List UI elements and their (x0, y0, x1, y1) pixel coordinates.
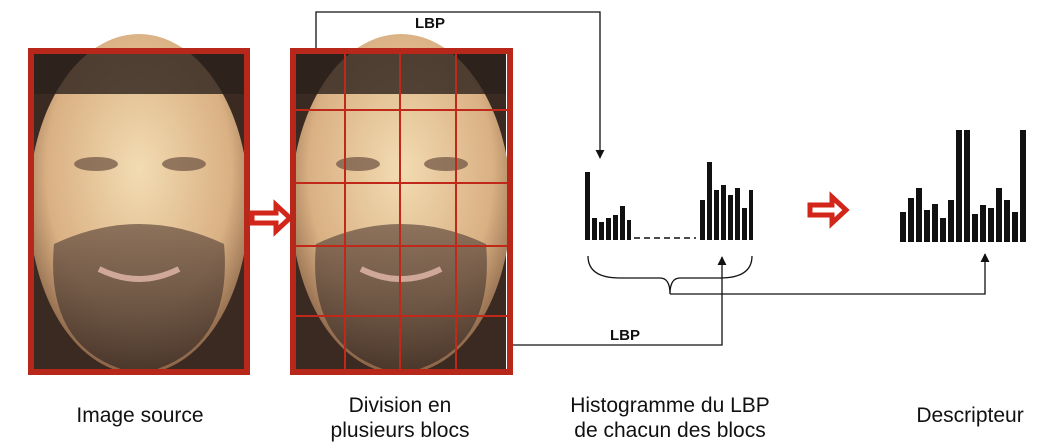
lbp-arrow-bottom (513, 256, 727, 346)
brace (587, 255, 753, 295)
caption: Division en (349, 394, 452, 417)
source-image (29, 34, 249, 374)
lbp-label: LBP (415, 15, 445, 32)
descriptor-arrow (670, 253, 990, 295)
red-arrow (249, 199, 294, 237)
histogram-first (585, 172, 631, 240)
caption: Descripteur (916, 404, 1023, 427)
lbp-arrow-top (315, 11, 605, 159)
block-image (291, 34, 511, 374)
histogram-last (700, 162, 753, 240)
caption: Histogramme du LBP (570, 394, 770, 417)
red-arrow (807, 191, 850, 229)
lbp-label: LBP (610, 327, 640, 344)
caption: plusieurs blocs (331, 419, 470, 442)
caption: Image source (76, 404, 203, 427)
caption: de chacun des blocs (574, 419, 765, 442)
descriptor-histogram (900, 130, 1026, 242)
